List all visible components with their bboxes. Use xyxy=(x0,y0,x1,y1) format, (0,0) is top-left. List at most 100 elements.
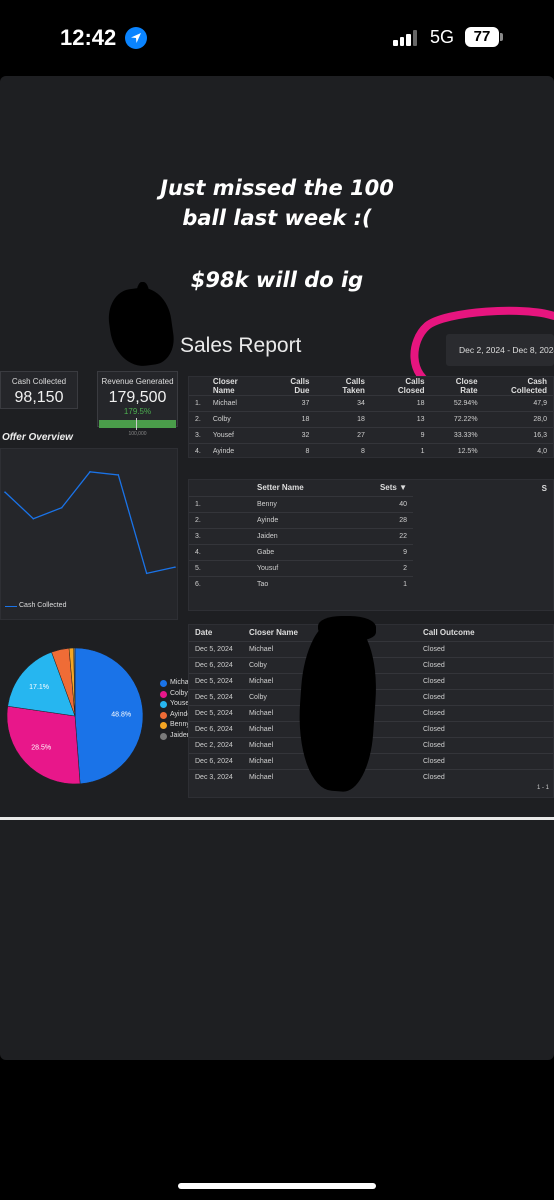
table-row[interactable]: 6. Tao 1 xyxy=(189,575,553,592)
column-header[interactable]: Closer Name xyxy=(212,377,238,395)
kpi-cash-collected: Cash Collected 98,150 xyxy=(0,371,78,409)
table-cell: 3. xyxy=(189,527,251,544)
table-cell: 1. xyxy=(189,495,251,512)
table-cell: 22 xyxy=(348,527,413,544)
page-title: Sales Report xyxy=(180,334,302,357)
column-header[interactable]: Calls Closed xyxy=(397,377,425,395)
kpi-progress-bar xyxy=(99,420,176,428)
table-row[interactable]: 1. Benny 40 xyxy=(189,495,553,512)
column-header[interactable]: Call Outcome xyxy=(423,628,475,638)
legend-label: Benny xyxy=(170,721,190,728)
kpi-label: Cash Collected xyxy=(11,377,67,386)
table-cell: Closed xyxy=(417,640,553,657)
network-label: 5G xyxy=(430,27,455,47)
status-time: 12:42 xyxy=(60,25,117,50)
table-row[interactable]: 5. Yousuf 2 xyxy=(189,559,553,576)
table-cell: Dec 5, 2024 xyxy=(189,688,243,705)
table-cell: Closed xyxy=(417,752,553,769)
kpi-target-tick xyxy=(136,418,137,430)
column-header[interactable]: Calls Taken xyxy=(342,377,365,395)
line-point xyxy=(60,506,63,509)
line-chart xyxy=(4,471,176,575)
legend-label: Yousef xyxy=(170,700,192,707)
table-header-row: Date Closer Name Call Outcome xyxy=(189,625,553,641)
table-cell: Benny xyxy=(251,495,349,512)
table-cell: Dec 3, 2024 xyxy=(189,768,243,785)
table-cell: 33.33% xyxy=(430,427,484,444)
caption-line-1: Just missed the 100 xyxy=(160,176,394,200)
table-row[interactable]: 3. Jaiden 22 xyxy=(189,527,553,544)
column-header[interactable]: Date xyxy=(195,628,213,638)
pie-legend-item: Benny xyxy=(160,721,190,729)
table-cell: Jaiden xyxy=(251,527,349,544)
kpi-value: 179,500 xyxy=(108,389,167,406)
column-header[interactable]: Closer Name xyxy=(249,628,298,638)
kpi-target: 100,000 xyxy=(128,431,147,437)
closer-table-panel: Closer Name Calls Due Calls Taken Calls … xyxy=(188,376,554,458)
table-cell: 9 xyxy=(348,543,413,560)
pie-legend-item: Jaiden xyxy=(160,732,191,740)
table-cell: 1 xyxy=(370,443,431,457)
table-row[interactable]: Dec 3, 2024 Michael Closed xyxy=(189,768,553,785)
legend-label: Colby xyxy=(170,689,188,697)
column-header[interactable]: Setter Name xyxy=(257,483,304,493)
line-chart-panel: Cash Collected xyxy=(0,448,178,620)
table-row[interactable]: Dec 5, 2024 Michael Closed xyxy=(189,640,553,657)
status-bar: 12:42 5G 77 xyxy=(0,0,554,76)
table-cell: 28,0 xyxy=(483,411,553,428)
table-cell: 4. xyxy=(189,543,251,560)
line-series-cash-collected xyxy=(4,471,176,575)
pie-legend-item: Colby xyxy=(160,689,188,698)
table-row[interactable]: 2. Ayinde 28 xyxy=(189,511,553,528)
pie-legend-item: Yousef xyxy=(160,700,192,708)
legend-dot xyxy=(160,680,167,687)
table-cell: Ayinde xyxy=(251,511,349,528)
line-point xyxy=(145,572,148,575)
pagination[interactable]: 1 - 1 xyxy=(536,785,549,791)
battery-icon: 77 xyxy=(465,27,499,47)
table-header-row: Closer Name Calls Due Calls Taken Calls … xyxy=(189,377,553,396)
table-cell: Colby xyxy=(206,411,268,428)
table-cell: 16,3 xyxy=(483,427,553,444)
closer-table: Closer Name Calls Due Calls Taken Calls … xyxy=(189,377,553,457)
pie-slice-colby xyxy=(6,705,81,785)
column-header[interactable]: S xyxy=(541,483,547,493)
table-row[interactable]: 2. Colby 18 18 13 72.22% 28,0 xyxy=(189,411,553,428)
legend-label: Michael xyxy=(170,679,195,686)
column-header[interactable]: Close Rate xyxy=(455,377,478,395)
table-row[interactable]: Dec 6, 2024 Michael Closed xyxy=(189,752,553,769)
pie-slice-yousef xyxy=(7,651,76,717)
table-cell: Gabe xyxy=(251,543,349,560)
kpi-value: 98,150 xyxy=(14,389,64,406)
setter-table-panel: Setter Name Sets ▼ S 1. Benny 40 2. Ayinde 28… xyxy=(188,479,554,611)
table-row[interactable]: 1. Michael 37 34 18 52.94% 47,9 xyxy=(189,395,553,412)
table-cell: 4,0 xyxy=(483,443,553,457)
date-range-picker[interactable]: Dec 2, 2024 - Dec 8, 2024 xyxy=(446,334,554,366)
column-header[interactable]: Cash Collected xyxy=(510,377,547,395)
table-row[interactable]: Dec 6, 2024 Michael Closed xyxy=(189,720,553,737)
pie-legend-item: Michael xyxy=(160,679,195,687)
table-cell: 6. xyxy=(189,575,251,592)
column-header[interactable]: Sets ▼ xyxy=(379,483,407,493)
redaction-mark xyxy=(136,282,150,322)
home-indicator[interactable] xyxy=(178,1183,376,1189)
battery-tip xyxy=(500,33,503,41)
line-point xyxy=(174,566,176,568)
line-point xyxy=(4,491,6,493)
column-header[interactable]: Calls Due xyxy=(290,377,310,395)
table-row[interactable]: 3. Yousef 32 27 9 33.33% 16,3 xyxy=(189,427,553,444)
table-cell: 28 xyxy=(348,511,413,528)
table-row[interactable]: 4. Gabe 9 xyxy=(189,543,553,560)
table-cell: Dec 5, 2024 xyxy=(189,704,243,721)
table-row[interactable]: 4. Ayinde 8 8 1 12.5% 4,0 xyxy=(189,443,553,457)
table-cell: Dec 6, 2024 xyxy=(189,656,243,673)
table-cell: 34 xyxy=(315,395,371,412)
table-cell: Ayinde xyxy=(206,443,268,457)
table-cell: 5. xyxy=(189,559,251,576)
table-cell: 1 xyxy=(348,575,413,592)
kpi-percent: 179.5% xyxy=(123,407,152,416)
table-cell: 18 xyxy=(315,411,371,428)
offer-overview-title: Offer Overview xyxy=(2,432,73,443)
pie-data-label: 48.8% xyxy=(111,711,131,718)
table-cell: 2. xyxy=(189,411,207,428)
